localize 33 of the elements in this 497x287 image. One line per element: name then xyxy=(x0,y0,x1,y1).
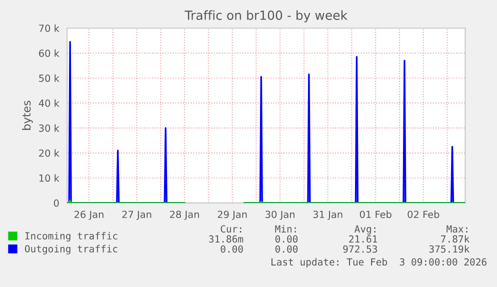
y-tick-label: 70 k xyxy=(39,24,60,32)
text: Avg: xyxy=(354,225,376,235)
x-tick-label: 28 Jan xyxy=(170,210,199,220)
text: 972.53 xyxy=(343,245,377,253)
y-tick-label: 40 k xyxy=(38,99,60,107)
text: Last update: Tue Feb 3 09:00:00 2026 xyxy=(272,258,486,268)
x-tick-label: 31 Jan xyxy=(313,210,342,220)
text: 0.00 xyxy=(220,245,243,253)
y-axis-title: bytes xyxy=(22,100,33,130)
text: Cur: xyxy=(220,225,242,233)
x-tick-label: 29 Jan xyxy=(218,210,247,220)
text: 375.19k xyxy=(429,245,470,253)
legend-label: Outgoing traffic xyxy=(24,244,118,254)
y-tick-label: 10 k xyxy=(39,174,60,182)
text: 7.87k xyxy=(441,235,470,243)
chart-title: Traffic on br100 - by week xyxy=(184,10,348,22)
y-tick-label: 20 k xyxy=(39,149,60,157)
text: Max: xyxy=(446,225,468,233)
x-tick-label: 26 Jan xyxy=(74,210,104,220)
x-tick-label: 27 Jan xyxy=(122,210,152,220)
legend-label: Incoming traffic xyxy=(25,232,118,242)
x-tick-label: 01 Feb xyxy=(360,210,392,218)
text: 0.00 xyxy=(275,245,298,253)
text: Min: xyxy=(275,225,296,232)
x-tick-label: 30 Jan xyxy=(266,210,294,220)
y-tick-label: 30 k xyxy=(39,124,60,132)
x-tick-label: 02 Feb xyxy=(408,210,440,218)
y-tick-label: 0 xyxy=(54,199,59,207)
y-tick-label: 60 k xyxy=(39,49,60,57)
y-tick-label: 50 k xyxy=(39,74,60,82)
text: 31.86m xyxy=(209,235,244,243)
text: 0.00 xyxy=(275,235,298,243)
text: 21.61 xyxy=(349,235,378,243)
